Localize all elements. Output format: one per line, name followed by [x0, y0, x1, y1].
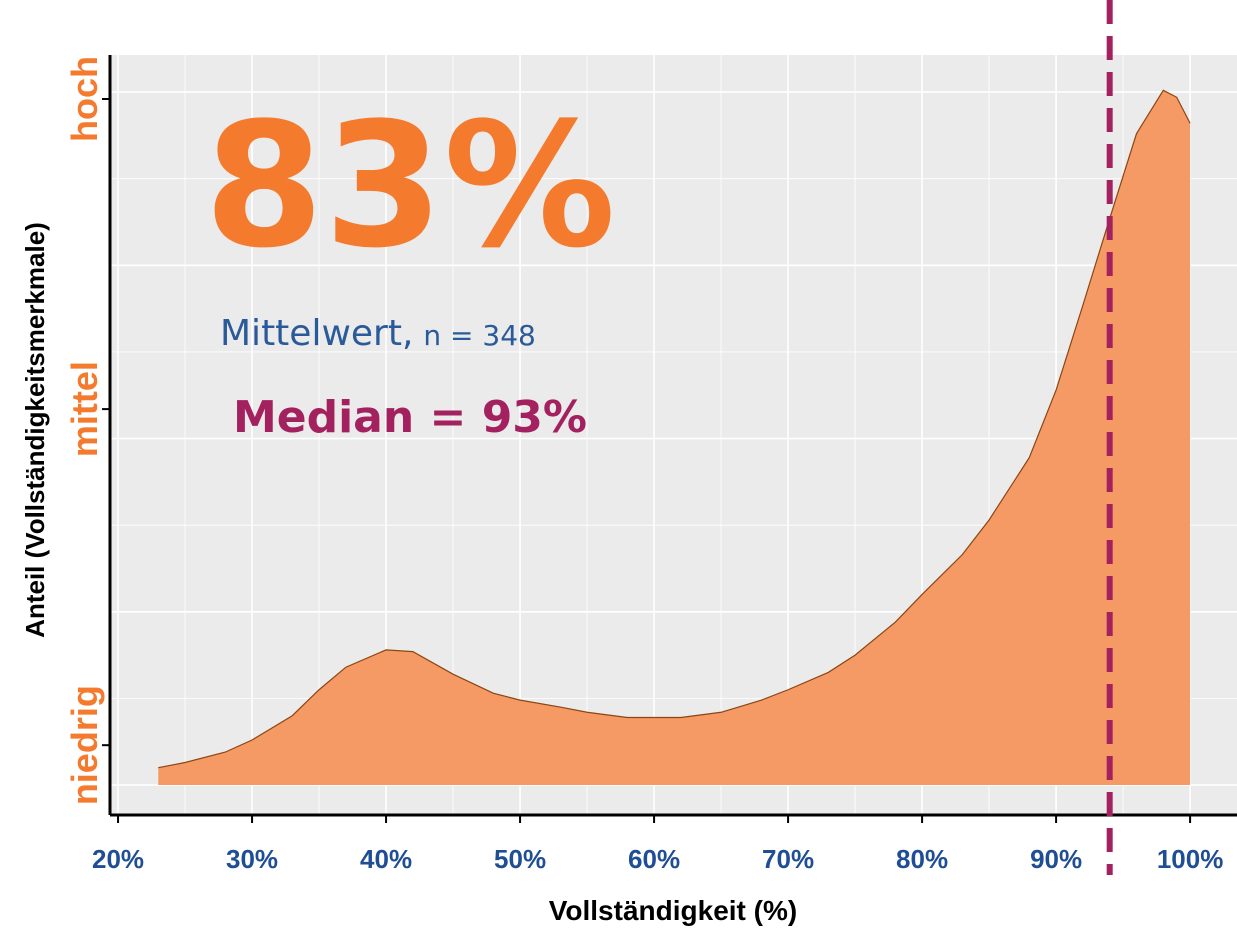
y-tick-label: mittel: [64, 361, 105, 457]
x-tick-label: 60%: [628, 844, 680, 874]
x-axis-title: Vollständigkeit (%): [549, 895, 797, 926]
x-tick-label: 90%: [1030, 844, 1082, 874]
big-number: 83%: [204, 85, 616, 286]
mean-text: Mittelwert,: [220, 313, 413, 354]
density-line: [158, 89, 1191, 769]
x-tick-label: 40%: [360, 844, 412, 874]
y-axis-title: Anteil (Vollständigkeitsmerkmale): [20, 222, 50, 638]
y-tick-label: niedrig: [64, 685, 105, 805]
median-label: Median = 93%: [233, 392, 587, 443]
density-area: [158, 90, 1191, 786]
x-tick-label: 70%: [762, 844, 814, 874]
y-tick-label: hoch: [64, 56, 105, 142]
x-tick-label: 80%: [896, 844, 948, 874]
n-text: n = 348: [423, 319, 535, 352]
x-tick-label: 30%: [226, 844, 278, 874]
x-tick-label: 20%: [92, 844, 144, 874]
mean-label: Mittelwert, n = 348: [220, 313, 536, 354]
x-tick-label: 50%: [494, 844, 546, 874]
x-tick-label: 100%: [1157, 844, 1224, 874]
